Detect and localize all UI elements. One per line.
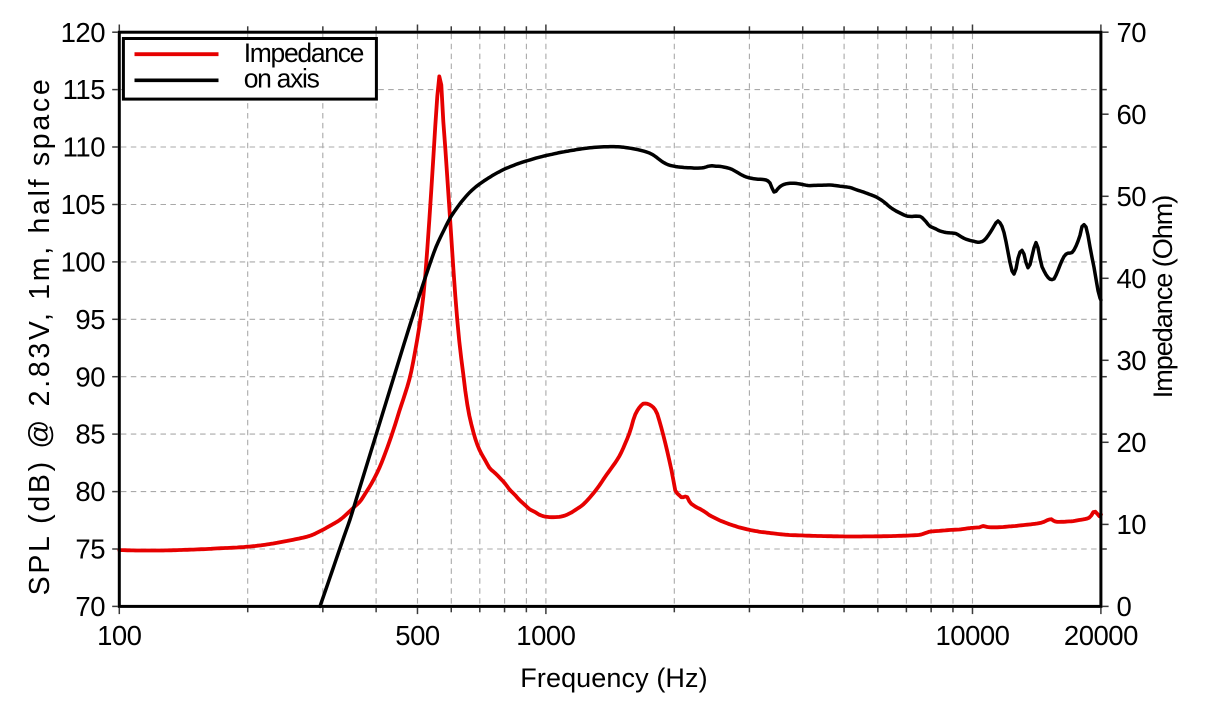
svg-text:500: 500 — [395, 620, 440, 651]
svg-text:20: 20 — [1117, 427, 1147, 458]
svg-text:100: 100 — [97, 620, 142, 651]
svg-text:120: 120 — [61, 17, 106, 48]
svg-text:100: 100 — [61, 247, 106, 278]
svg-text:Impedance (Ohm): Impedance (Ohm) — [1148, 196, 1178, 399]
svg-text:20000: 20000 — [1064, 620, 1138, 651]
svg-text:85: 85 — [75, 419, 105, 450]
svg-text:10000: 10000 — [936, 620, 1010, 651]
svg-text:105: 105 — [61, 189, 106, 220]
svg-text:30: 30 — [1117, 345, 1147, 376]
svg-text:90: 90 — [75, 361, 105, 392]
svg-text:75: 75 — [75, 534, 105, 565]
svg-text:70: 70 — [1117, 17, 1147, 48]
svg-text:1000: 1000 — [516, 620, 575, 651]
svg-text:0: 0 — [1117, 591, 1132, 622]
svg-text:60: 60 — [1117, 99, 1147, 130]
svg-text:115: 115 — [63, 74, 106, 105]
svg-text:70: 70 — [75, 591, 105, 622]
svg-text:SPL (dB) @ 2.83V, 1m, half spa: SPL (dB) @ 2.83V, 1m, half space — [24, 77, 56, 596]
svg-text:Frequency (Hz): Frequency (Hz) — [520, 663, 707, 693]
svg-text:Impedance: Impedance — [244, 38, 364, 68]
svg-text:80: 80 — [75, 476, 105, 507]
svg-text:10: 10 — [1117, 509, 1147, 540]
svg-text:50: 50 — [1117, 181, 1147, 212]
svg-text:110: 110 — [63, 132, 106, 163]
svg-text:95: 95 — [75, 304, 105, 335]
svg-text:on axis: on axis — [244, 64, 320, 94]
svg-text:40: 40 — [1117, 263, 1147, 294]
